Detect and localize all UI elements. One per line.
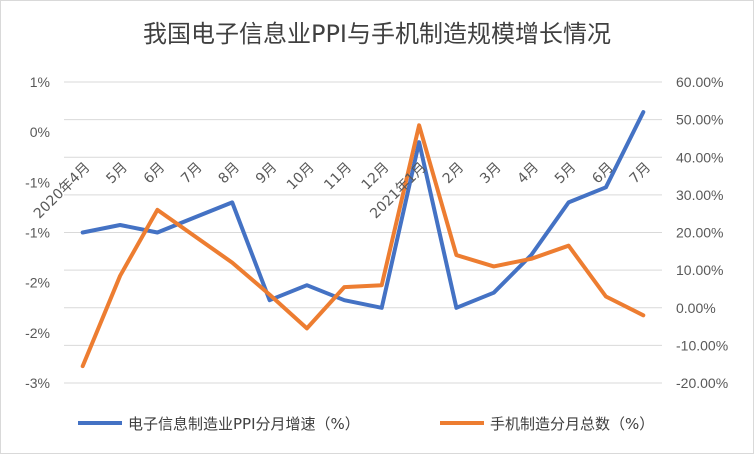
y-right-tick-label: -20.00%	[676, 375, 728, 391]
y-right-tick-label: 40.00%	[676, 149, 723, 165]
y-left-tick-label: -2%	[25, 275, 50, 291]
x-tick-label: 3月	[477, 160, 505, 188]
legend-swatch-series-1	[78, 421, 122, 425]
y-right-tick-label: 10.00%	[676, 262, 723, 278]
x-tick-label: 7月	[627, 160, 655, 188]
y-right-tick-label: -10.00%	[676, 337, 728, 353]
x-tick-label: 6月	[589, 160, 617, 188]
legend-item-series-2: 手机制造分月总数（%）	[440, 412, 654, 434]
x-tick-label: 7月	[178, 160, 206, 188]
y-left-tick-label: -1%	[25, 174, 50, 190]
chart-title: 我国电子信息业PPI与手机制造规模增长情况	[142, 20, 612, 48]
x-tick-label: 5月	[103, 160, 131, 188]
y-left-tick-label: 1%	[30, 74, 50, 90]
x-tick-label: 4月	[514, 160, 542, 188]
y-left-tick-label: -3%	[25, 375, 50, 391]
x-tick-label: 12月	[359, 160, 393, 194]
x-tick-label: 11月	[321, 160, 355, 194]
y-right-tick-label: 30.00%	[676, 187, 723, 203]
legend-label-series-1: 电子信息制造业PPI分月增速（%）	[128, 414, 360, 433]
y-left-tick-label: 0%	[30, 124, 50, 140]
x-tick-label: 6月	[141, 160, 169, 188]
y-right-tick-label: 0.00%	[676, 300, 716, 316]
x-tick-label: 10月	[284, 160, 318, 194]
y-right-tick-label: 60.00%	[676, 74, 723, 90]
series-line-1	[80, 110, 646, 310]
series-line-2	[80, 123, 646, 369]
x-tick-label: 2020年4月	[31, 160, 94, 223]
x-tick-label: 5月	[552, 160, 580, 188]
y-right-tick-label: 50.00%	[676, 112, 723, 128]
legend-item-series-1: 电子信息制造业PPI分月增速（%）	[78, 412, 360, 434]
y-right-tick-label: 20.00%	[676, 225, 723, 241]
y-left-tick-label: -1%	[25, 225, 50, 241]
x-tick-label: 8月	[215, 160, 243, 188]
y-left-tick-label: -2%	[25, 325, 50, 341]
x-tick-label: 9月	[253, 160, 281, 188]
x-tick-label: 2月	[440, 160, 468, 188]
legend-swatch-series-2	[440, 421, 484, 425]
legend-label-series-2: 手机制造分月总数（%）	[490, 414, 655, 433]
